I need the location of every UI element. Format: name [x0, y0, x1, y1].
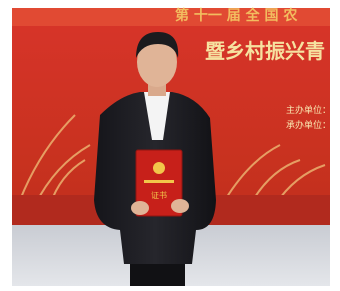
certificate-label: 证书: [151, 190, 167, 200]
hand-left: [131, 201, 149, 215]
banner-partial: 第 十一 届 全 国 农: [175, 7, 298, 24]
banner-organizer: 主办单位：: [286, 104, 331, 116]
banner-headline: 暨乡村振兴青: [205, 39, 325, 63]
certificate-emblem: [153, 162, 165, 174]
photo: 第 十一 届 全 国 农 暨乡村振兴青 主办单位： 承办单位： 证书: [0, 0, 340, 291]
banner-co-organizer: 承办单位：: [286, 119, 331, 131]
certificate-line: [144, 180, 174, 183]
hand-right: [171, 199, 189, 213]
